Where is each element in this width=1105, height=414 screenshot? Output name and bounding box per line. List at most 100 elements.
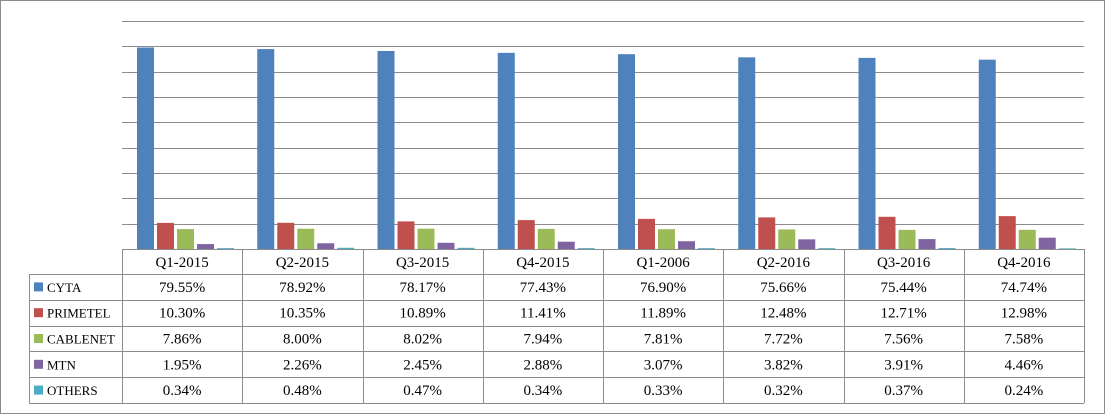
category-label: Q2-2016 [757,255,811,271]
gridlines [122,21,1084,225]
category-label: Q3-2016 [877,255,931,271]
table-cell-value: 79.55% [159,280,205,296]
bar-cablenet-q4-2016 [1018,229,1036,249]
table-cell-value: 78.92% [279,280,325,296]
bar-primetel-q4-2015 [517,220,535,249]
table-cell-value: 76.90% [640,280,686,296]
table-cell-value: 0.47% [403,383,442,399]
bar-primetel-q4-2016 [998,216,1016,249]
bar-cyta-q4-2015 [497,52,515,250]
bar-primetel-q1-2006 [638,218,655,249]
bar-others-q3-2016 [938,248,956,249]
bar-primetel-q3-2016 [878,216,896,249]
bar-cablenet-q1-2015 [177,229,194,249]
table-cell-value: 3.82% [764,357,803,373]
bar-cyta-q2-2015 [257,49,275,249]
table-cell-value: 7.56% [884,332,923,348]
bar-others-q4-2016 [1058,248,1076,249]
table-cell-value: 2.26% [283,357,322,373]
bar-others-q1-2006 [698,248,715,249]
bar-others-q4-2015 [577,248,595,249]
table-cell-value: 7.94% [524,332,563,348]
table-cell-value: 0.24% [1005,383,1044,399]
bar-cyta-q3-2016 [858,57,876,250]
bar-others-q1-2015 [217,248,234,249]
legend-key-others [34,385,43,395]
table-cell-value: 8.02% [403,332,442,348]
bar-mtn-q2-2015 [317,243,335,249]
legend-label-others: OTHERS [47,383,98,398]
legend-key-cyta [34,282,43,292]
bar-primetel-q3-2015 [397,221,415,249]
table-cell-value: 75.44% [881,280,927,296]
bar-mtn-q4-2016 [1038,237,1056,249]
table-cell-value: 0.32% [764,383,803,399]
table-cell-value: 2.45% [403,357,442,373]
bars [137,47,1076,250]
bar-cyta-q2-2016 [738,57,756,249]
bar-mtn-q2-2016 [798,239,816,249]
table-cell-value: 7.86% [163,332,202,348]
bar-primetel-q2-2016 [758,217,776,249]
legend-label-cyta: CYTA [47,280,82,295]
bar-mtn-q3-2015 [437,242,455,249]
legend-label-cablenet: CABLENET [47,332,115,347]
bar-mtn-q1-2006 [678,241,695,249]
bar-cyta-q3-2015 [377,50,395,250]
table-cell-value: 3.91% [884,357,923,373]
table-cell-value: 0.33% [644,383,683,399]
bar-cyta-q1-2006 [618,54,635,249]
table-cell-value: 4.46% [1005,357,1044,373]
bar-cyta-q4-2016 [978,59,996,250]
legend-key-primetel [34,308,43,318]
legend-key-mtn [34,359,43,369]
table-cell-value: 11.89% [640,306,686,322]
bar-cyta-q1-2015 [137,47,154,250]
table-cell-value: 12.71% [881,306,927,322]
table-cell-value: 1.95% [163,357,202,373]
bar-cablenet-q4-2015 [537,228,555,249]
bar-cablenet-q3-2015 [417,228,435,249]
table-cell-value: 7.72% [764,332,803,348]
table-cell-value: 74.74% [1001,280,1047,296]
bar-others-q2-2016 [818,248,836,249]
table-cell-value: 8.00% [283,332,322,348]
bar-cablenet-q2-2016 [778,229,796,249]
category-label: Q3-2015 [396,255,449,271]
bar-primetel-q2-2015 [277,222,295,249]
table-cell-value: 10.89% [400,306,446,322]
data-table: Q1-2015 Q2-2015 Q3-2015 Q4-2015 Q1-2006 Q2-20… [29,249,1085,404]
table-cell-value: 0.34% [524,383,563,399]
table-cell-value: 12.98% [1001,306,1047,322]
table-cell-value: 3.07% [644,357,683,373]
legend-key-cablenet [34,334,43,343]
category-label: Q1-2006 [636,255,690,271]
category-label: Q4-2016 [997,255,1051,271]
bar-primetel-q1-2015 [157,222,174,249]
table-cell-value: 7.58% [1005,332,1044,348]
bar-cablenet-q1-2006 [658,229,675,249]
table-cell-value: 10.35% [279,306,325,322]
bar-cablenet-q3-2016 [898,229,916,249]
table-cell-value: 12.48% [760,306,806,322]
category-label: Q4-2015 [516,255,569,271]
table-cell-value: 11.41% [520,306,566,322]
legend-label-mtn: MTN [47,357,77,372]
table-cell-value: 7.81% [644,332,683,348]
table-cell-value: 0.37% [884,383,923,399]
bar-others-q3-2015 [457,247,475,249]
category-label: Q1-2015 [155,255,208,271]
table-cell-value: 2.88% [524,357,563,373]
table-cell-value: 10.30% [159,306,205,322]
bar-others-q2-2015 [337,247,355,249]
legend-label-primetel: PRIMETEL [47,306,111,321]
category-label: Q2-2015 [276,255,329,271]
table-cell-value: 0.48% [283,383,322,399]
bar-mtn-q3-2016 [918,239,936,249]
table-cell-value: 77.43% [520,280,566,296]
bar-cablenet-q2-2015 [297,228,315,249]
bar-mtn-q1-2015 [197,244,214,249]
table-cell-value: 78.17% [400,280,446,296]
